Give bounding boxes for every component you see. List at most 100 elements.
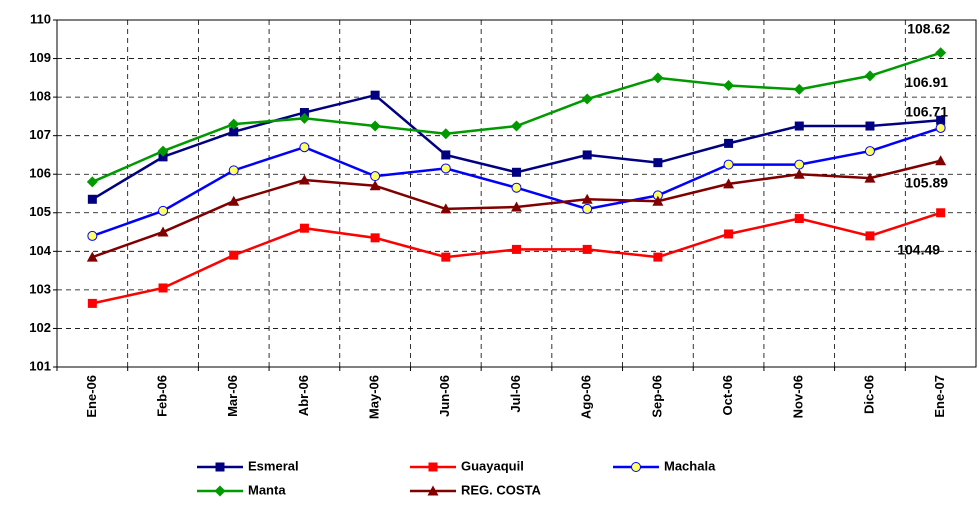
annotation: 104.49	[897, 241, 940, 257]
marker	[158, 283, 168, 293]
x-tick-label: Feb-06	[154, 375, 169, 417]
x-tick-label: Jul-06	[508, 375, 523, 413]
marker	[581, 93, 593, 105]
marker	[369, 120, 381, 132]
marker	[441, 150, 451, 160]
marker	[369, 180, 381, 191]
marker	[865, 121, 875, 131]
marker	[370, 90, 380, 100]
marker	[158, 205, 169, 216]
marker	[428, 462, 438, 472]
x-tick-label: Nov-06	[791, 375, 806, 418]
marker	[793, 168, 805, 179]
x-tick-label: Jun-06	[437, 375, 452, 417]
marker	[653, 158, 663, 168]
series-4	[86, 155, 947, 262]
x-tick-label: Ene-06	[84, 375, 99, 418]
marker	[427, 485, 439, 496]
marker	[582, 203, 593, 214]
marker	[370, 233, 380, 243]
marker	[228, 118, 240, 130]
marker	[582, 244, 592, 254]
y-tick-label: 107	[29, 127, 51, 142]
x-tick-label: Ago-06	[579, 375, 594, 419]
legend-label: Guayaquil	[461, 458, 524, 473]
marker	[724, 229, 734, 239]
marker	[157, 145, 169, 157]
series-1	[87, 208, 946, 308]
legend-item: Guayaquil	[410, 458, 524, 473]
marker	[228, 195, 240, 206]
marker	[794, 159, 805, 170]
x-tick-label: Abr-06	[296, 375, 311, 416]
marker	[87, 194, 97, 204]
annotation: 106.71	[905, 104, 948, 120]
y-tick-label: 101	[29, 358, 51, 373]
marker	[794, 121, 804, 131]
legend-label: Machala	[664, 458, 716, 473]
marker	[299, 223, 309, 233]
x-tick-label: Ene-07	[932, 375, 947, 418]
marker	[581, 193, 593, 204]
marker	[370, 171, 381, 182]
marker	[440, 128, 452, 140]
marker	[440, 203, 452, 214]
marker	[228, 165, 239, 176]
y-tick-label: 109	[29, 50, 51, 65]
marker	[158, 152, 168, 162]
marker	[936, 115, 946, 125]
marker	[723, 80, 735, 92]
x-tick-label: Oct-06	[720, 375, 735, 415]
marker	[87, 298, 97, 308]
marker	[865, 231, 875, 241]
marker	[864, 70, 876, 82]
marker	[652, 72, 664, 84]
marker	[723, 178, 735, 189]
marker	[215, 462, 225, 472]
marker	[299, 142, 310, 153]
annotation: 108.62	[907, 20, 950, 36]
marker	[935, 155, 947, 166]
x-tick-label: Mar-06	[225, 375, 240, 417]
series-3	[86, 47, 947, 188]
marker	[229, 250, 239, 260]
marker	[441, 252, 451, 262]
y-tick-label: 108	[29, 89, 51, 104]
y-tick-label: 102	[29, 320, 51, 335]
y-tick-label: 103	[29, 281, 51, 296]
marker	[724, 138, 734, 148]
marker	[723, 159, 734, 170]
plot-border	[56, 19, 977, 368]
legend-item: REG. COSTA	[410, 482, 542, 497]
marker	[864, 146, 875, 157]
x-tick-label: Sep-06	[649, 375, 664, 418]
marker	[935, 122, 946, 133]
marker	[653, 252, 663, 262]
marker	[512, 167, 521, 177]
marker	[86, 176, 98, 188]
marker	[511, 182, 522, 193]
marker	[440, 163, 451, 174]
annotation: 105.89	[905, 174, 948, 190]
marker	[86, 251, 98, 262]
marker	[298, 112, 310, 124]
y-tick-label: 110	[30, 11, 51, 26]
legend-label: Esmeral	[248, 458, 299, 473]
marker	[864, 172, 876, 183]
series-2	[87, 122, 946, 241]
marker	[652, 195, 664, 206]
x-tick-label: May-06	[367, 375, 382, 419]
legend-label: Manta	[248, 482, 286, 497]
marker	[511, 120, 522, 132]
marker	[935, 47, 947, 59]
series-0	[87, 90, 946, 204]
marker	[229, 127, 239, 137]
x-tick-label: Dic-06	[861, 375, 876, 414]
marker	[299, 108, 309, 118]
marker	[214, 485, 226, 497]
marker	[582, 150, 592, 160]
legend-item: Machala	[613, 458, 716, 473]
legend-label: REG. COSTA	[461, 482, 542, 497]
annotation: 106.91	[905, 74, 948, 90]
